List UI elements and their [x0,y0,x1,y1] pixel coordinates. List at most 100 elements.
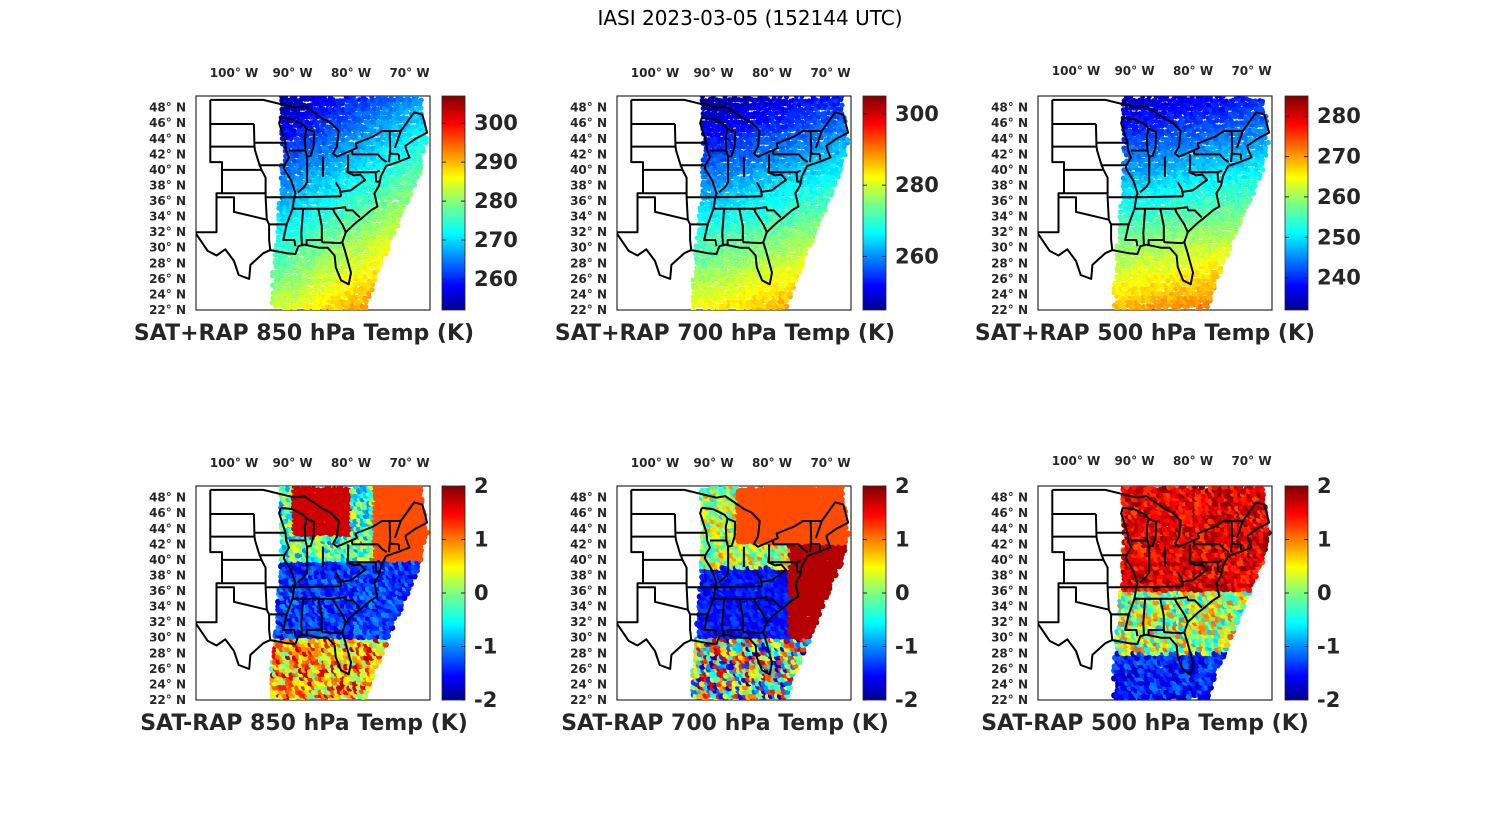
obs-point [1169,213,1175,219]
obs-point [786,103,792,109]
obs-point [327,106,333,112]
obs-point [1159,291,1165,297]
obs-point [1191,291,1197,297]
obs-point [1194,251,1200,257]
obs-point [304,222,310,228]
colorbar-tick-label: 270 [474,228,518,252]
obs-point [321,96,327,99]
obs-point [1120,304,1126,310]
obs-point [360,96,366,100]
lat-tick-label: 44° N [570,132,607,146]
obs-point [822,110,828,116]
obs-point [288,141,294,147]
obs-point [710,96,716,99]
obs-point [783,268,789,275]
obs-point [356,115,362,122]
obs-point [763,136,770,142]
obs-point [696,243,703,249]
obs-point [1178,200,1185,206]
obs-point [831,132,837,138]
obs-point [732,295,738,301]
obs-point [706,233,712,240]
obs-point [1238,218,1244,224]
obs-point [745,96,752,99]
obs-point [385,246,391,253]
obs-point [327,96,333,100]
obs-point [767,234,773,240]
obs-point [387,196,394,202]
obs-point [845,137,851,143]
obs-point [1134,225,1140,231]
obs-point [1191,243,1198,250]
lat-tick-label: 44° N [149,132,186,146]
obs-point [1197,192,1203,198]
obs-point [343,243,349,249]
obs-point [1127,204,1133,210]
colorbar-tick-label: 300 [474,111,518,135]
state-borders [617,98,850,286]
obs-point [1121,289,1127,295]
obs-point [1118,255,1124,261]
obs-point [304,218,310,224]
obs-point [349,98,355,104]
obs-point [1127,200,1133,206]
lat-tick-label: 46° N [570,116,607,130]
obs-point [699,201,705,207]
obs-point [297,256,303,263]
obs-point [770,157,776,164]
obs-point [809,222,815,228]
obs-point [291,212,297,218]
obs-point [784,303,790,310]
obs-point [420,148,426,154]
obs-point [774,295,780,301]
obs-point [1243,187,1249,193]
obs-point [722,110,728,116]
obs-point [1156,298,1162,304]
obs-point [337,235,343,241]
obs-point [314,120,320,126]
obs-point [378,255,384,262]
obs-point [1214,231,1220,237]
obs-point [693,251,699,257]
obs-point [330,136,336,142]
obs-point [744,106,750,112]
obs-point [715,256,721,262]
obs-point [1220,256,1226,262]
obs-point [728,162,734,168]
obs-point [398,209,404,215]
obs-point [297,123,304,130]
obs-point [340,98,346,104]
obs-point [1146,265,1152,271]
lat-tick-label: 22° N [570,303,607,317]
obs-point [317,132,323,138]
obs-point [725,214,731,220]
obs-point [285,200,291,206]
obs-point [365,110,371,116]
obs-point [379,140,385,147]
obs-point [281,175,288,181]
obs-point [1117,234,1123,241]
obs-point [790,260,796,266]
obs-point [298,294,304,300]
obs-point [375,226,382,232]
obs-point [748,174,754,180]
obs-point [369,184,375,190]
colorbar-tick-label: 290 [474,150,518,174]
lat-tick-label: 48° N [149,101,186,115]
obs-point [1208,290,1214,296]
obs-point [774,154,780,160]
obs-point [359,261,365,267]
obs-point [1230,195,1236,201]
obs-point [288,124,294,130]
lat-tick-label: 22° N [149,303,186,317]
obs-point [799,114,805,120]
obs-point [745,290,751,296]
obs-point [369,235,375,241]
obs-point [703,205,709,211]
obs-point [741,255,747,261]
obs-point [809,98,815,104]
obs-point [340,184,346,190]
obs-point [279,230,285,236]
obs-point [411,179,417,185]
obs-point [735,127,741,133]
